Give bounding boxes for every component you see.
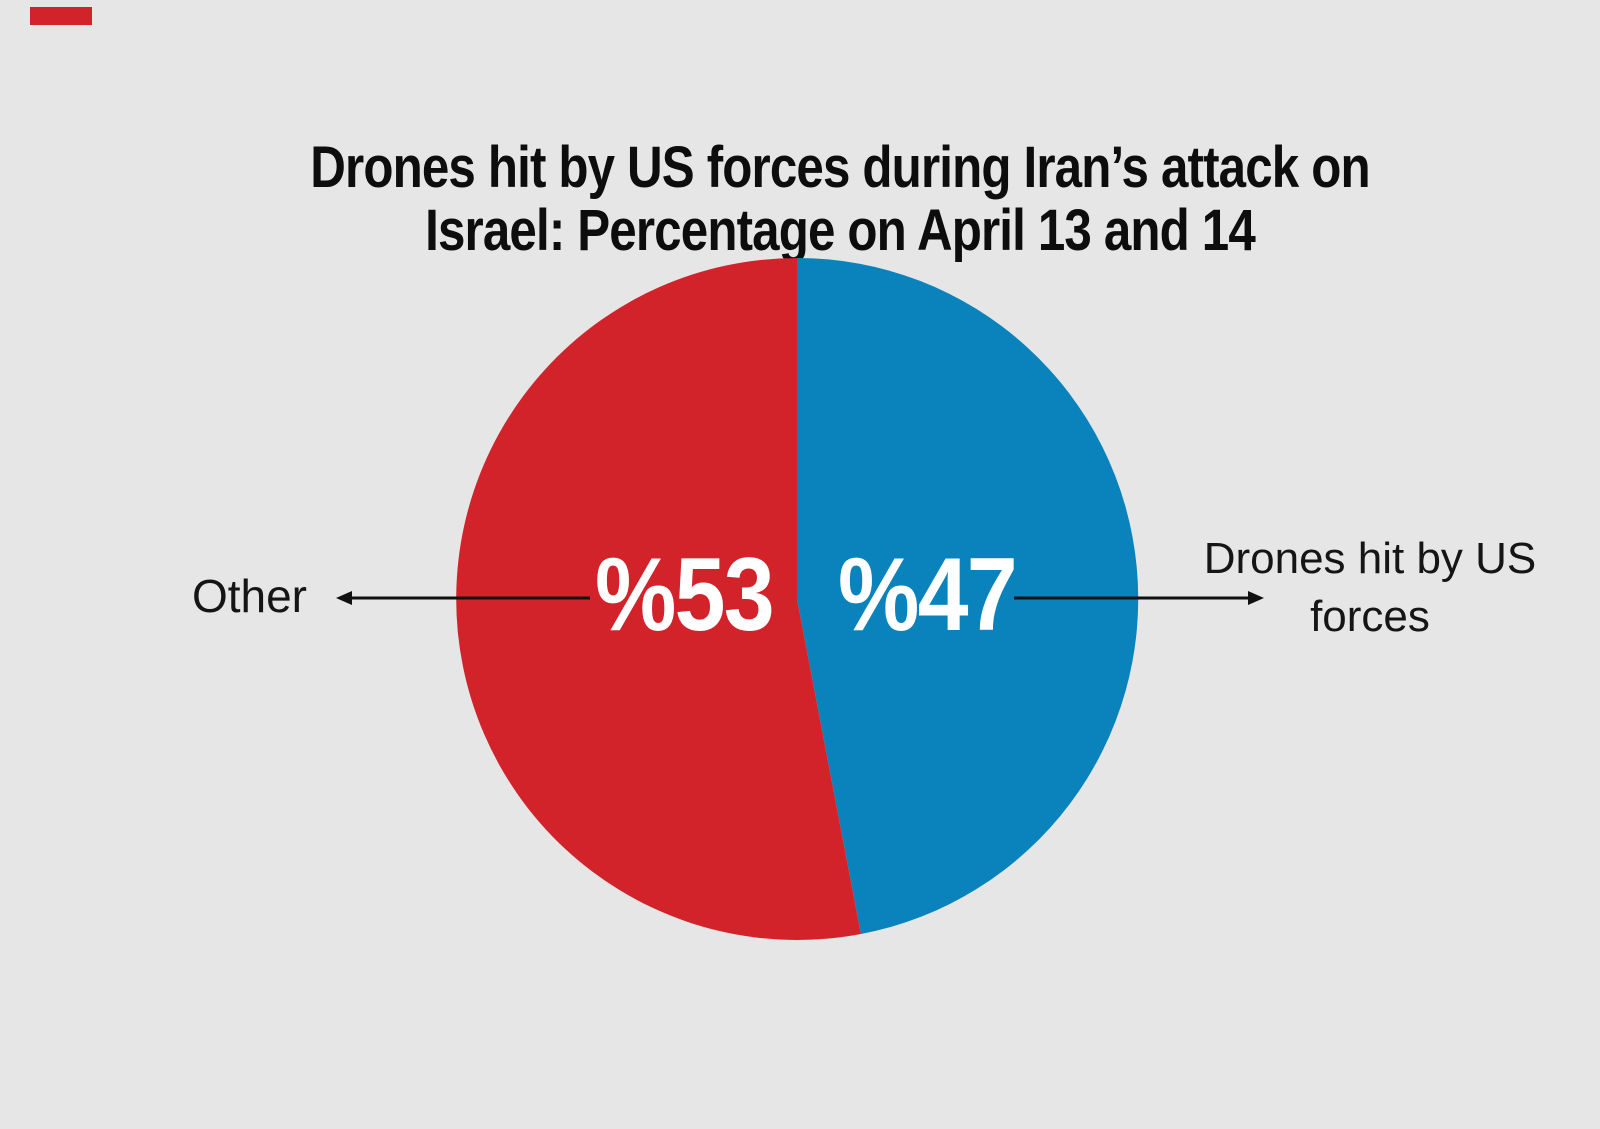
pie-label-us-forces: %47 <box>838 537 1018 653</box>
callout-label-us-forces-line-1: Drones hit by US <box>1203 534 1537 583</box>
pie-slice-drones-hit-by-us-forces <box>797 257 1139 934</box>
chart-title: Drones hit by US forces during Iran’s at… <box>194 136 1486 262</box>
callout-label-us-forces: Drones hit by US forces <box>1170 530 1570 646</box>
arrow-right-icon <box>1248 591 1264 605</box>
pie-slices <box>456 257 1139 940</box>
pie-slice-other <box>456 258 861 940</box>
arrow-left-icon <box>336 591 352 605</box>
callout-label-us-forces-line-2: forces <box>1310 592 1430 641</box>
chart-title-line-1: Drones hit by US forces during Iran’s at… <box>310 134 1370 200</box>
pie-label-other: %53 <box>595 537 775 653</box>
callout-label-other: Other <box>191 570 307 622</box>
video-progress-marker <box>30 7 92 25</box>
chart-title-line-2: Israel: Percentage on April 13 and 14 <box>425 197 1256 263</box>
